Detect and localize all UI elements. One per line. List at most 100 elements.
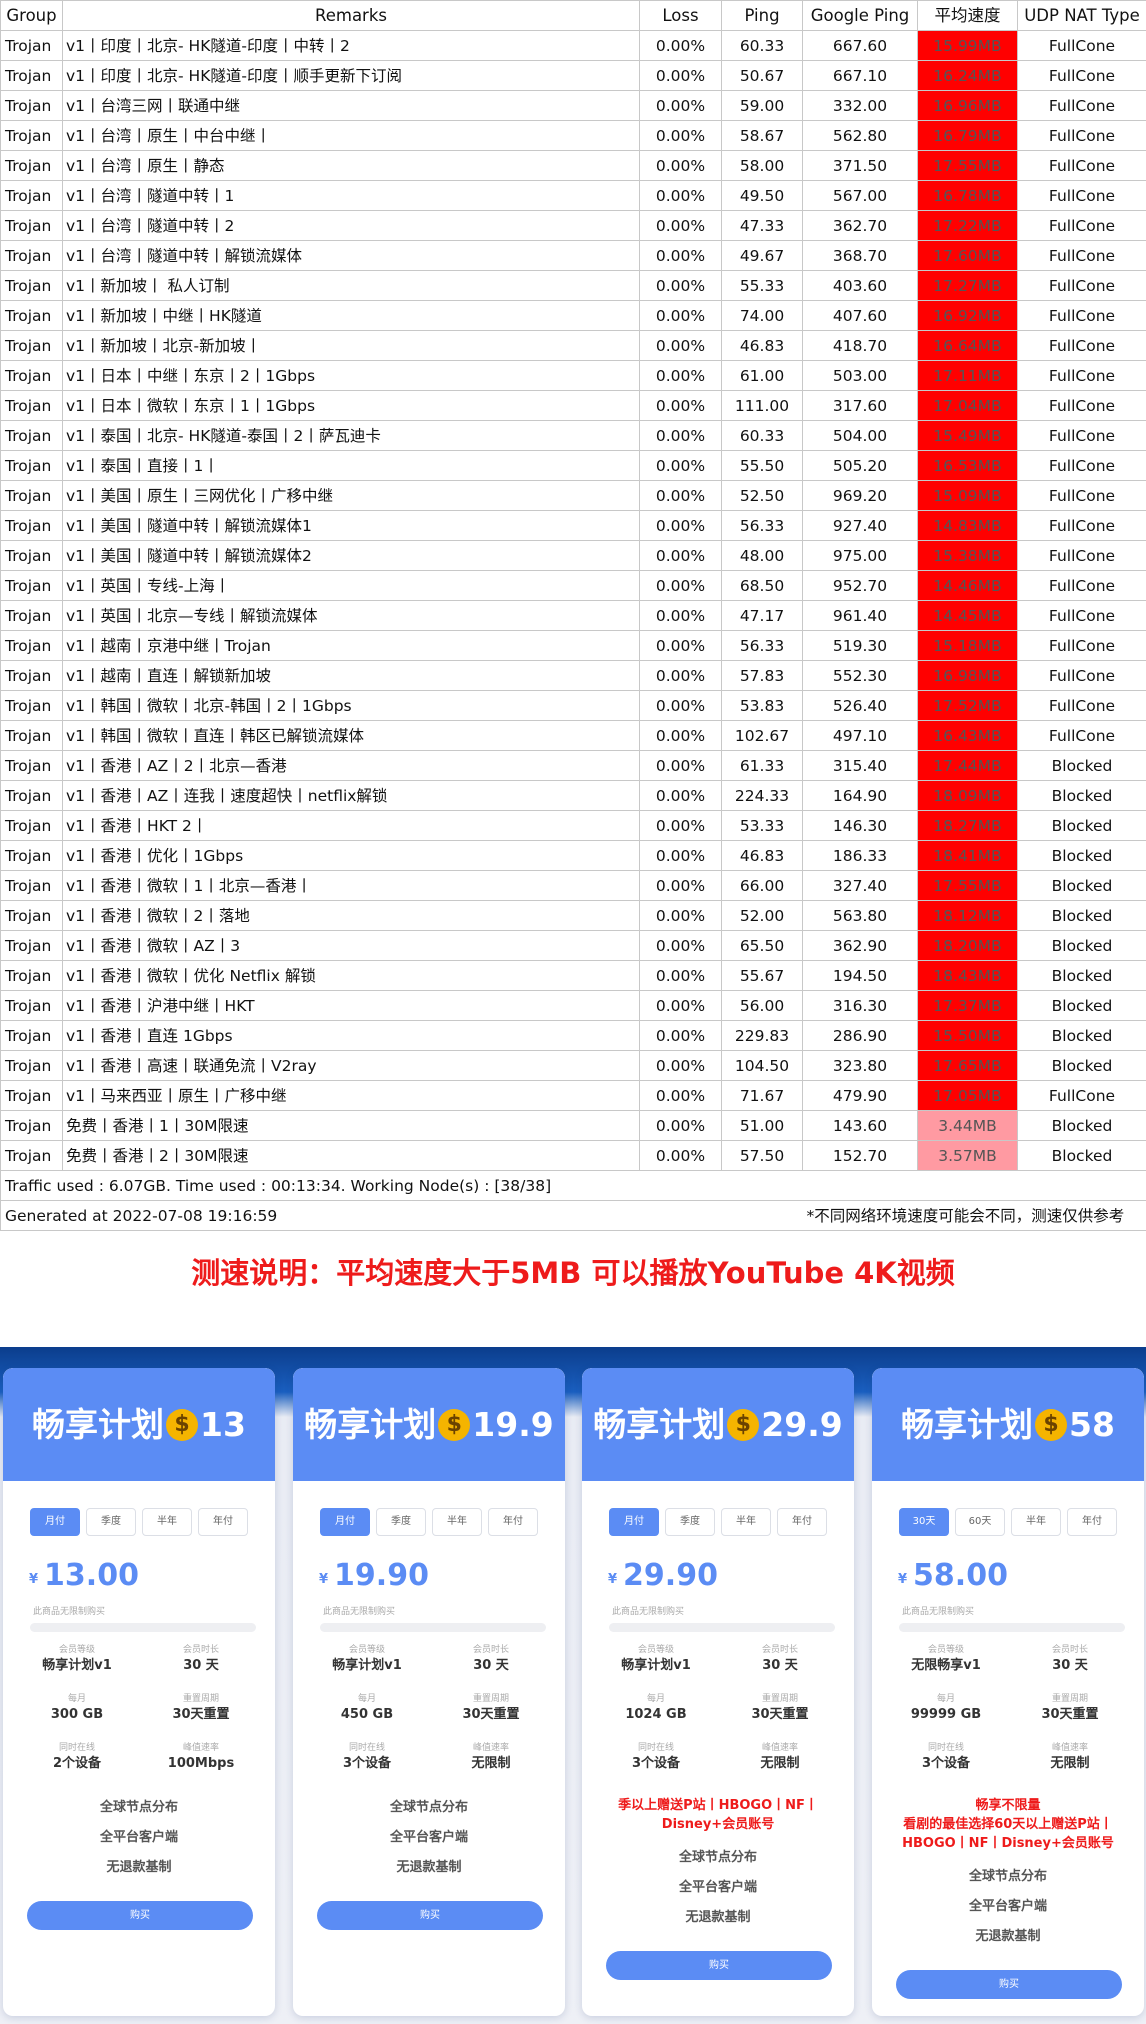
cell-group: Trojan <box>0 1110 63 1141</box>
cell-group: Trojan <box>0 900 63 931</box>
billing-tab[interactable]: 季度 <box>86 1508 136 1536</box>
plan-card: 畅享计划 $19.9 月付 季度 半年 年付 ¥19.90 此商品无限制购买 会员等级 畅享计划v… <box>293 1368 565 2016</box>
cell-ping: 66.00 <box>721 870 803 901</box>
stat-value: 30 天 <box>473 1658 509 1673</box>
cell-udp-nat-type: Blocked <box>1017 1020 1146 1051</box>
cell-udp-nat-type: Blocked <box>1017 840 1146 871</box>
billing-tab[interactable]: 半年 <box>142 1508 192 1536</box>
cell-google-ping: 143.60 <box>802 1110 918 1141</box>
billing-tab[interactable]: 年付 <box>777 1508 827 1536</box>
price-value: 29.90 <box>623 1558 718 1593</box>
table-row: Trojan v1丨泰国丨北京- HK隧道-泰国丨2丨萨瓦迪卡 0.00% 60.33… <box>0 420 1146 451</box>
cell-loss: 0.00% <box>639 1080 722 1111</box>
plan-tier: 19.9 <box>472 1405 554 1444</box>
stat-value: 3个设备 <box>921 1756 971 1771</box>
table-row: Trojan v1丨新加坡丨 私人订制 0.00% 55.33 403.60 17.27M… <box>0 270 1146 301</box>
stat-label: 每月 <box>67 1694 86 1704</box>
speed-test-table: Group Remarks Loss Ping Google Ping 平均速度… <box>0 0 1146 1231</box>
billing-tab[interactable]: 季度 <box>376 1508 426 1536</box>
stat-value: 100Mbps <box>167 1756 235 1771</box>
cell-ping: 47.17 <box>721 600 803 631</box>
promo-line: 畅享不限量 <box>975 1798 1041 1813</box>
buy-button[interactable]: 购买 <box>317 1901 543 1930</box>
table-row: Trojan v1丨香港丨微软丨2丨落地 0.00% 52.00 563.80 18.12… <box>0 900 1146 931</box>
billing-tab[interactable]: 半年 <box>432 1508 482 1536</box>
stat-value: 1024 GB <box>625 1707 687 1722</box>
cell-group: Trojan <box>0 540 63 571</box>
cell-loss: 0.00% <box>639 720 722 751</box>
buy-button[interactable]: 购买 <box>27 1901 253 1930</box>
stat-label: 会员等级 <box>637 1645 674 1655</box>
cell-google-ping: 552.30 <box>802 660 918 691</box>
cell-remarks: v1丨印度丨北京- HK隧道-印度丨顺手更新下订阅 <box>62 60 640 91</box>
cell-ping: 56.33 <box>721 630 803 661</box>
cell-loss: 0.00% <box>639 240 722 271</box>
cell-loss: 0.00% <box>639 930 722 961</box>
plan-stat: 每月 99999 GB <box>884 1693 1008 1725</box>
plan-stat: 会员等级 畅享计划v1 <box>594 1644 718 1676</box>
table-row: Trojan 免费丨香港丨1丨30M限速 0.00% 51.00 143.60 3.44M… <box>0 1110 1146 1141</box>
cell-remarks: v1丨香港丨高速丨联通免流丨V2ray <box>62 1050 640 1081</box>
stat-label: 峰值速率 <box>761 1743 798 1753</box>
billing-tab[interactable]: 30天 <box>899 1508 949 1536</box>
table-row: Trojan v1丨印度丨北京- HK隧道-印度丨中转丨2 0.00% 60.33 66… <box>0 30 1146 61</box>
cell-remarks: v1丨香港丨微软丨2丨落地 <box>62 900 640 931</box>
billing-tab[interactable]: 月付 <box>609 1508 659 1536</box>
plan-card: 畅享计划 $13 月付 季度 半年 年付 ¥13.00 此商品无限制购买 会员等级 畅享计划v1 会… <box>3 1368 275 2016</box>
cell-loss: 0.00% <box>639 540 722 571</box>
stat-value: 畅享计划v1 <box>42 1658 112 1673</box>
stat-label: 峰值速率 <box>182 1743 219 1753</box>
cell-remarks: v1丨美国丨原生丨三网优化丨广移中继 <box>62 480 640 511</box>
cell-remarks: v1丨台湾三网丨联通中继 <box>62 90 640 121</box>
cell-ping: 53.33 <box>721 810 803 841</box>
cell-group: Trojan <box>0 1020 63 1051</box>
plan-stat: 会员等级 无限畅享v1 <box>884 1644 1008 1676</box>
billing-tab[interactable]: 季度 <box>665 1508 715 1536</box>
cell-remarks: v1丨台湾丨隧道中转丨1 <box>62 180 640 211</box>
cell-loss: 0.00% <box>639 900 722 931</box>
cell-google-ping: 567.00 <box>802 180 918 211</box>
billing-tabs: 月付 季度 半年 年付 <box>30 1508 254 1536</box>
plan-name: 畅享计划 <box>901 1405 1034 1444</box>
header-loss: Loss <box>639 0 722 31</box>
cell-ping: 65.50 <box>721 930 803 961</box>
billing-tab[interactable]: 半年 <box>1011 1508 1061 1536</box>
buy-button[interactable]: 购买 <box>896 1970 1122 1999</box>
plan-price: ¥19.90 <box>319 1558 429 1593</box>
cell-google-ping: 418.70 <box>802 330 918 361</box>
table-row: Trojan v1丨香港丨AZ丨2丨北京—香港 0.00% 61.33 315.40 17… <box>0 750 1146 781</box>
cell-remarks: v1丨香港丨优化丨1Gbps <box>62 840 640 871</box>
billing-tab[interactable]: 年付 <box>488 1508 538 1536</box>
cell-google-ping: 403.60 <box>802 270 918 301</box>
billing-tab[interactable]: 年付 <box>198 1508 248 1536</box>
buy-button[interactable]: 购买 <box>606 1951 832 1980</box>
purchase-limit-text: 此商品无限制购买 <box>323 1607 396 1617</box>
cell-ping: 49.50 <box>721 180 803 211</box>
generated-row: Generated at 2022-07-08 19:16:59 *不同网络环境… <box>0 1200 1146 1231</box>
cell-avg-speed: 16.64MB <box>917 330 1018 361</box>
stock-progress-bar <box>899 1623 1125 1632</box>
cell-avg-speed: 17.52MB <box>917 690 1018 721</box>
billing-tab[interactable]: 月付 <box>320 1508 370 1536</box>
cell-group: Trojan <box>0 1080 63 1111</box>
billing-tab[interactable]: 60天 <box>955 1508 1005 1536</box>
cell-loss: 0.00% <box>639 1020 722 1051</box>
cell-loss: 0.00% <box>639 780 722 811</box>
stat-label: 同时在线 <box>58 1743 95 1753</box>
cell-udp-nat-type: FullCone <box>1017 300 1146 331</box>
cell-remarks: v1丨印度丨北京- HK隧道-印度丨中转丨2 <box>62 30 640 61</box>
billing-tab[interactable]: 年付 <box>1067 1508 1117 1536</box>
table-row: Trojan v1丨台湾三网丨联通中继 0.00% 59.00 332.00 16.96M… <box>0 90 1146 121</box>
billing-tab[interactable]: 半年 <box>721 1508 771 1536</box>
cell-remarks: v1丨韩国丨微软丨直连丨韩区已解锁流媒体 <box>62 720 640 751</box>
cell-loss: 0.00% <box>639 660 722 691</box>
cell-ping: 55.33 <box>721 270 803 301</box>
cell-group: Trojan <box>0 720 63 751</box>
header-group: Group <box>0 0 63 31</box>
billing-tab[interactable]: 月付 <box>30 1508 80 1536</box>
plan-stat: 重置周期 30天重置 <box>429 1693 553 1725</box>
plan-price: ¥58.00 <box>898 1558 1008 1593</box>
cell-group: Trojan <box>0 570 63 601</box>
plan-stat: 会员时长 30 天 <box>429 1644 553 1676</box>
cell-ping: 57.83 <box>721 660 803 691</box>
